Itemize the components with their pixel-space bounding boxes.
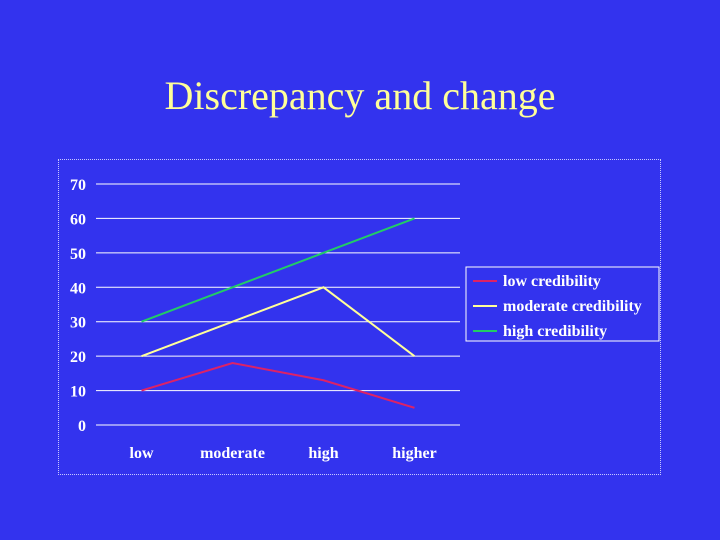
y-tick-label: 0 [78, 418, 86, 435]
series-lines [141, 217, 416, 409]
legend: low credibility moderate credibility high … [465, 266, 660, 342]
x-tick-label: low [130, 445, 154, 462]
y-tick-label: 70 [70, 177, 86, 194]
y-axis-ticks: 0 10 20 30 40 50 60 70 [70, 177, 86, 435]
line-chart: 0 10 20 30 40 50 60 70 low moderate high higher lo… [70, 177, 660, 462]
legend-label: moderate credibility [503, 298, 642, 315]
y-tick-label: 20 [70, 349, 86, 366]
x-tick-label: higher [392, 445, 436, 462]
x-tick-label: high [308, 445, 338, 462]
gridlines [96, 183, 460, 426]
x-tick-label: moderate [200, 445, 265, 462]
legend-box [465, 266, 660, 342]
y-tick-label: 10 [70, 384, 86, 401]
series-line-1 [141, 362, 415, 409]
y-tick-label: 30 [70, 315, 86, 332]
series-line-2 [141, 286, 416, 358]
y-tick-label: 50 [70, 246, 86, 263]
chart-frame: 0 10 20 30 40 50 60 70 low moderate high higher lo… [58, 159, 661, 475]
legend-label: high credibility [503, 323, 607, 340]
slide-title: Discrepancy and change [164, 73, 556, 118]
y-tick-label: 60 [70, 211, 86, 228]
legend-label: low credibility [503, 273, 601, 290]
x-axis-ticks: low moderate high higher [130, 445, 437, 462]
series-line-3 [141, 217, 415, 323]
y-tick-label: 40 [70, 280, 86, 297]
